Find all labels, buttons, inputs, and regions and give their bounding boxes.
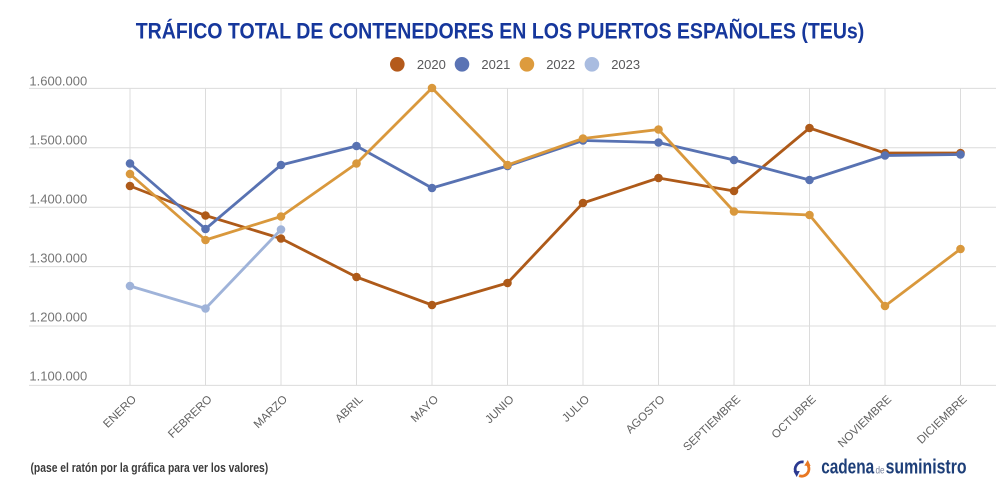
svg-text:TRÁFICO TOTAL DE CONTENEDORES: TRÁFICO TOTAL DE CONTENEDORES EN LOS PUE… [136,19,865,43]
svg-text:1.200.000: 1.200.000 [29,310,87,325]
svg-text:de: de [876,463,885,475]
svg-text:1.500.000: 1.500.000 [29,133,87,148]
svg-text:2023: 2023 [611,57,640,72]
svg-text:2022: 2022 [546,57,575,72]
svg-text:2020: 2020 [417,57,446,72]
svg-text:1.100.000: 1.100.000 [29,369,87,384]
svg-text:(pase el ratón por la gráfica: (pase el ratón por la gráfica para ver l… [31,461,269,475]
svg-text:1.600.000: 1.600.000 [29,74,87,89]
svg-text:cadena: cadena [821,456,875,478]
svg-text:suministro: suministro [886,456,967,478]
svg-text:2021: 2021 [481,57,510,72]
svg-text:1.300.000: 1.300.000 [29,251,87,266]
svg-text:1.400.000: 1.400.000 [29,192,87,207]
